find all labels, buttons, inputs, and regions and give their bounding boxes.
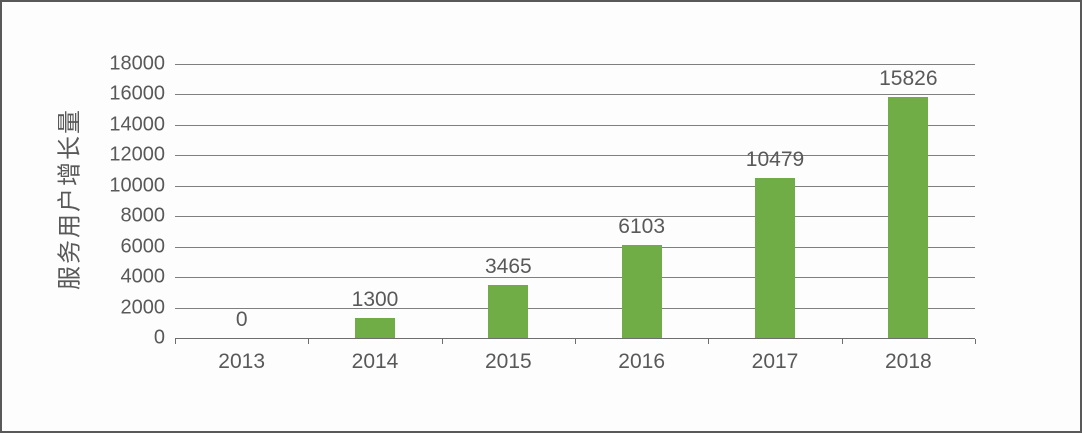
gridline: [175, 155, 975, 157]
x-category-label-2015: 2015: [484, 350, 532, 373]
x-axis-tick: [308, 339, 310, 344]
gridline: [175, 216, 975, 218]
data-label-2013: 0: [235, 308, 248, 331]
y-tick-label: 0: [153, 326, 165, 349]
y-tick-label: 10000: [109, 174, 165, 197]
gridline: [175, 307, 975, 309]
bar-2014: [355, 318, 395, 338]
bar-2016: [621, 245, 662, 338]
x-category-label-2014: 2014: [351, 350, 399, 373]
y-tick-label: 12000: [109, 143, 165, 166]
y-tick-label: 14000: [109, 113, 165, 136]
y-tick-label: 6000: [120, 235, 166, 258]
bar-2015: [488, 285, 529, 338]
y-tick-label: 16000: [109, 82, 165, 105]
x-axis-tick: [975, 339, 976, 344]
bar-2018: [888, 97, 929, 338]
y-tick-label: 4000: [120, 265, 166, 288]
x-axis-tick: [575, 339, 576, 344]
x-category-label-2016: 2016: [618, 350, 666, 373]
x-category-label-2018: 2018: [884, 350, 932, 373]
gridline: [175, 124, 975, 126]
data-label-2014: 1300: [351, 288, 399, 311]
x-category-label-2017: 2017: [751, 350, 799, 373]
gridline: [175, 94, 975, 96]
plot-area: 0 1300 3465 6103 10479 15826: [175, 64, 976, 344]
gridline: [175, 185, 975, 187]
gridline: [175, 246, 975, 248]
x-axis-tick: [175, 339, 176, 344]
bar-2017: [755, 178, 795, 338]
x-axis-line: [175, 338, 975, 339]
x-category-label-2013: 2013: [218, 350, 266, 373]
y-axis-tick-labels: 0 2000 4000 6000 8000 10000 12000 14000 16000 180…: [2, 53, 166, 349]
gridline: [175, 64, 975, 65]
x-axis-tick: [841, 339, 843, 344]
gridline: [175, 277, 975, 279]
data-label-2017: 10479: [745, 148, 805, 171]
y-tick-label: 8000: [120, 204, 166, 227]
x-axis-tick: [708, 339, 710, 344]
data-label-2016: 6103: [618, 215, 666, 238]
y-tick-label: 2000: [120, 296, 166, 319]
data-label-2018: 15826: [879, 67, 938, 90]
y-tick-label: 18000: [109, 52, 165, 75]
x-axis-tick: [441, 339, 443, 344]
data-label-2015: 3465: [484, 255, 532, 278]
